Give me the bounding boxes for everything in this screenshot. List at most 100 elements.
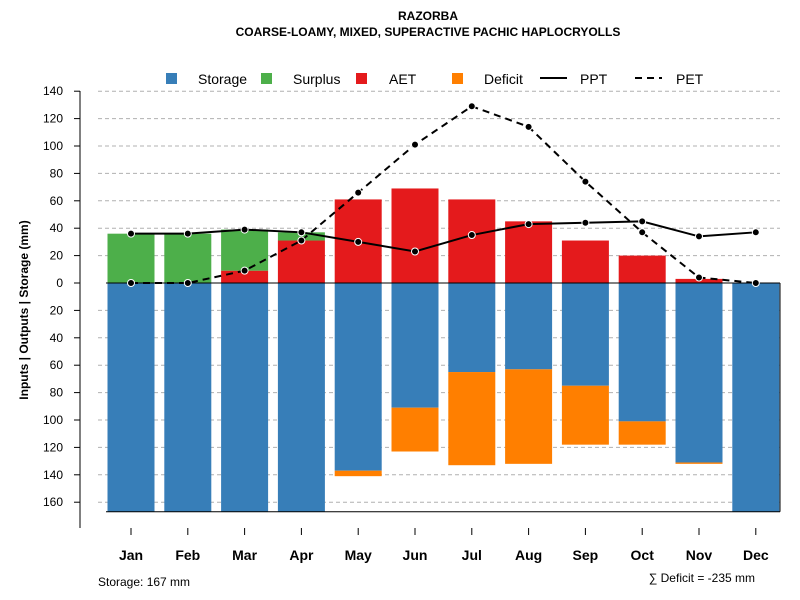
line-pet (131, 105, 756, 284)
y-tick-label: 20 (50, 303, 64, 317)
x-tick-label-oct: Oct (631, 547, 655, 563)
bar-storage-jun (391, 283, 439, 408)
bar-surplus-jan (107, 233, 155, 283)
x-axis: Jan Feb Mar Apr May Jun Jul Aug Sep Oct Nov Dec (119, 528, 769, 563)
x-tick-label-sep: Sep (573, 547, 599, 563)
bar-storage-nov (675, 283, 723, 463)
legend: Storage Surplus AET Deficit PPT PET (166, 71, 704, 87)
point-pet-dec (751, 279, 760, 287)
bars (106, 188, 781, 513)
bar-aet-jun (391, 188, 439, 283)
legend-label-ppt: PPT (580, 71, 608, 87)
bar-storage-apr (277, 283, 325, 512)
bar-deficit-may (334, 470, 382, 477)
x-tick-label-nov: Nov (686, 547, 713, 563)
bar-storage-feb (164, 283, 212, 512)
legend-swatch-storage (166, 73, 177, 84)
point-ppt-jun (411, 247, 419, 256)
y-tick-label: 100 (43, 413, 63, 427)
point-pet-feb (183, 279, 192, 287)
point-ppt-nov (695, 232, 703, 241)
y-tick-label: 80 (50, 166, 64, 180)
bar-storage-aug (505, 283, 553, 370)
point-ppt-sep (581, 218, 590, 227)
bar-deficit-jul (448, 372, 496, 466)
bar-surplus-feb (164, 233, 212, 283)
line-ppt (131, 220, 756, 253)
x-tick-label-dec: Dec (743, 547, 769, 563)
bar-storage-may (334, 283, 382, 471)
deficit-note: ∑ Deficit = -235 mm (649, 571, 755, 585)
bar-surplus-apr (277, 232, 325, 241)
point-pet-mar (240, 266, 249, 275)
point-ppt-oct (638, 217, 647, 226)
y-axis-label: Inputs | Outputs | Storage (mm) (17, 220, 31, 399)
lines (127, 102, 760, 287)
legend-swatch-aet (356, 73, 367, 84)
legend-label-surplus: Surplus (293, 71, 340, 87)
y-tick-label: 40 (50, 221, 64, 235)
point-ppt-aug (524, 220, 533, 229)
y-tick-label: 140 (43, 84, 63, 98)
y-axis: 140 120 100 80 60 40 20 0 20 40 60 80 100 120 140 160 (43, 84, 81, 528)
bar-surplus-mar (221, 229, 269, 271)
point-ppt-apr (297, 228, 306, 237)
bar-aet-sep (561, 240, 609, 283)
x-tick-label-jul: Jul (462, 547, 482, 563)
point-pet-nov (695, 273, 703, 282)
legend-label-pet: PET (676, 71, 704, 87)
point-ppt-jul (467, 231, 476, 240)
point-ppt-feb (183, 229, 192, 238)
y-tick-label: 120 (43, 440, 63, 454)
point-ppt-jan (127, 229, 135, 238)
legend-swatch-surplus (261, 73, 272, 84)
legend-swatch-deficit (452, 73, 463, 84)
y-tick-label: 60 (50, 194, 64, 208)
point-pet-oct (638, 228, 647, 237)
point-ppt-dec (751, 228, 760, 237)
legend-label-aet: AET (389, 71, 417, 87)
point-pet-jul (467, 102, 476, 111)
x-tick-label-jan: Jan (119, 547, 143, 563)
point-pet-may (354, 188, 363, 197)
bar-deficit-oct (618, 421, 666, 445)
y-tick-label: 60 (50, 358, 64, 372)
bar-storage-dec (732, 283, 780, 512)
bar-storage-mar (221, 283, 269, 512)
bar-deficit-sep (561, 385, 609, 445)
point-pet-apr (297, 236, 306, 245)
bar-aet-aug (505, 221, 553, 283)
y-tick-label: 80 (50, 386, 64, 400)
point-pet-jan (127, 279, 135, 287)
x-tick-label-may: May (345, 547, 372, 563)
legend-label-deficit: Deficit (484, 71, 523, 87)
bar-aet-apr (277, 240, 325, 283)
bar-storage-sep (561, 283, 609, 386)
y-tick-label: 120 (43, 112, 63, 126)
point-pet-sep (581, 177, 590, 186)
bar-storage-jan (107, 283, 155, 512)
point-pet-jun (411, 140, 419, 149)
chart-title: RAZORBA (398, 9, 458, 23)
bar-storage-oct (618, 283, 666, 422)
x-tick-label-feb: Feb (175, 547, 200, 563)
x-tick-label-aug: Aug (515, 547, 542, 563)
bar-aet-oct (618, 255, 666, 283)
bar-deficit-aug (505, 369, 553, 464)
point-ppt-mar (240, 225, 249, 234)
x-tick-label-apr: Apr (289, 547, 314, 563)
storage-note: Storage: 167 mm (98, 575, 190, 589)
y-tick-label: 0 (56, 276, 63, 290)
legend-label-storage: Storage (198, 71, 247, 87)
chart-subtitle: COARSE-LOAMY, MIXED, SUPERACTIVE PACHIC … (236, 25, 621, 39)
y-tick-label: 100 (43, 139, 63, 153)
bar-deficit-nov (675, 462, 723, 464)
x-tick-label-jun: Jun (403, 547, 428, 563)
y-tick-label: 20 (50, 249, 64, 263)
bar-aet-jul (448, 199, 496, 283)
point-ppt-may (354, 237, 363, 246)
y-tick-label: 40 (50, 331, 64, 345)
x-tick-label-mar: Mar (232, 547, 257, 563)
y-tick-label: 140 (43, 468, 63, 482)
